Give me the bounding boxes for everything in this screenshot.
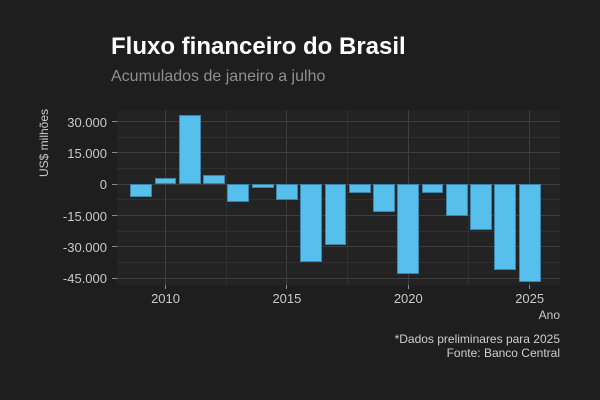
x-tick-mark xyxy=(165,285,167,289)
gridline-horizontal-minor xyxy=(117,262,560,264)
x-tick-label: 2020 xyxy=(393,291,423,306)
y-axis-title: US$ milhões xyxy=(37,108,51,178)
caption-line-2: Fonte: Banco Central xyxy=(446,346,560,360)
y-tick-mark xyxy=(112,277,117,279)
bar-2025 xyxy=(518,184,541,283)
y-tick-mark xyxy=(112,215,117,217)
bar-2018 xyxy=(348,184,371,193)
y-tick-label: -30.000 xyxy=(62,239,107,255)
y-tick-mark xyxy=(112,183,117,185)
gridline-horizontal-major xyxy=(117,246,560,248)
bar-2016 xyxy=(300,184,323,262)
y-tick-label: -15.000 xyxy=(62,208,107,224)
gridline-horizontal-minor xyxy=(117,168,560,170)
x-tick-mark xyxy=(407,285,409,289)
x-axis-title: Ano xyxy=(538,308,560,322)
bar-2022 xyxy=(445,184,468,216)
gridline-vertical-major xyxy=(165,110,167,285)
caption: *Dados preliminares para 2025 Fonte: Ban… xyxy=(395,332,560,360)
gridline-vertical-minor xyxy=(347,110,349,285)
y-tick-label: 15.000 xyxy=(67,145,107,161)
bar-2012 xyxy=(203,174,226,185)
y-tick-label: 0 xyxy=(99,177,107,193)
plot-panel xyxy=(117,110,560,285)
caption-line-1: *Dados preliminares para 2025 xyxy=(394,332,560,346)
bar-2021 xyxy=(421,184,444,193)
x-tick-label: 2025 xyxy=(515,291,545,306)
gridline-horizontal-minor xyxy=(117,136,560,138)
gridline-horizontal-major xyxy=(117,121,560,123)
bar-2019 xyxy=(373,184,395,213)
y-tick-label: 30.000 xyxy=(67,114,107,130)
bar-2023 xyxy=(470,184,493,231)
x-tick-mark xyxy=(286,285,288,289)
bar-2010 xyxy=(154,178,177,185)
y-tick-mark xyxy=(112,152,117,154)
bar-2011 xyxy=(178,115,201,185)
bar-2014 xyxy=(251,184,274,189)
y-tick-label: -45.000 xyxy=(62,271,107,287)
bar-2009 xyxy=(130,184,153,197)
gridline-vertical-minor xyxy=(468,110,470,285)
bar-2024 xyxy=(494,184,517,270)
gridline-horizontal-major xyxy=(117,152,560,154)
chart-subtitle: Acumulados de janeiro a julho xyxy=(111,68,326,85)
x-tick-mark xyxy=(529,285,531,289)
x-tick-label: 2010 xyxy=(151,291,180,306)
x-tick-label: 2015 xyxy=(272,291,302,306)
bar-2020 xyxy=(397,184,420,275)
y-tick-mark xyxy=(112,246,117,248)
chart-title: Fluxo financeiro do Brasil xyxy=(111,33,406,60)
y-tick-mark xyxy=(112,121,117,123)
bar-2017 xyxy=(324,184,347,245)
gridline-horizontal-major xyxy=(117,277,560,279)
gridline-vertical-minor xyxy=(225,110,227,285)
bar-2015 xyxy=(275,184,298,200)
bar-2013 xyxy=(227,184,250,203)
